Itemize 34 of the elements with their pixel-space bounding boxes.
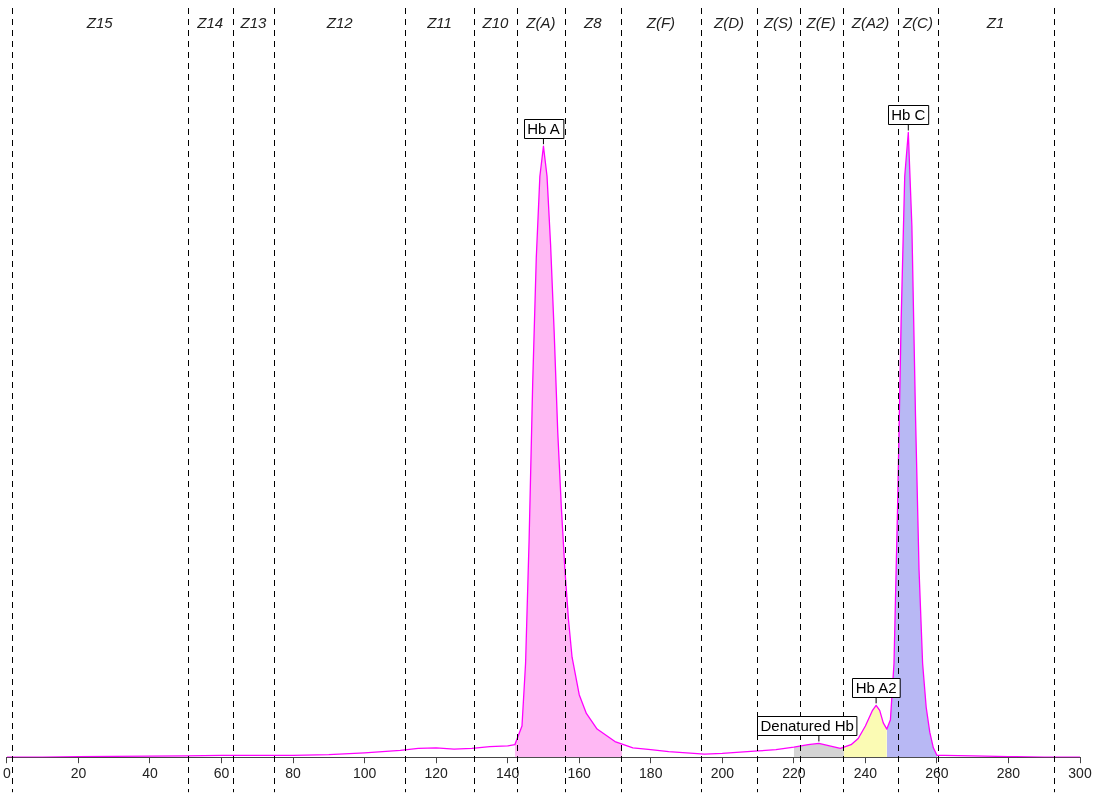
text: Z13 bbox=[239, 14, 268, 32]
annotation: Denatured Hb bbox=[760, 717, 854, 735]
x-tick-label: 20 bbox=[70, 765, 87, 782]
x-tick-label: 260 bbox=[925, 765, 949, 782]
x-tick-label: 60 bbox=[213, 765, 230, 782]
x-tick-label: 200 bbox=[710, 765, 735, 782]
text: Z8 bbox=[583, 14, 603, 32]
text: Z12 bbox=[325, 14, 354, 32]
text: Z15 bbox=[85, 14, 114, 32]
text: Z10 bbox=[481, 14, 510, 32]
x-tick-label: 80 bbox=[285, 765, 302, 782]
x-tick-label: 240 bbox=[853, 765, 878, 782]
text: Z(A) bbox=[525, 14, 556, 32]
x-tick-label: 280 bbox=[996, 765, 1021, 782]
x-tick-label: 300 bbox=[1068, 765, 1092, 782]
text: Z(C) bbox=[901, 14, 933, 32]
text: Z1 bbox=[985, 14, 1005, 32]
x-tick-label: 220 bbox=[782, 765, 806, 782]
x-tick-label: 180 bbox=[639, 765, 663, 782]
text: Z14 bbox=[196, 14, 224, 32]
text: Z(A2) bbox=[850, 14, 890, 32]
text: Z(F) bbox=[645, 14, 676, 32]
annotation: Hb C bbox=[891, 106, 926, 124]
x-tick-label: 100 bbox=[352, 765, 377, 782]
text: Z(E) bbox=[805, 14, 836, 32]
annotation: Hb A2 bbox=[855, 678, 897, 696]
text: Z11 bbox=[426, 14, 452, 32]
x-tick-label: 0 bbox=[2, 765, 11, 782]
x-tick-label: 160 bbox=[567, 765, 592, 782]
annotation: Hb A bbox=[527, 119, 560, 137]
x-tick-label: 120 bbox=[424, 765, 449, 782]
text: Z(S) bbox=[762, 14, 794, 32]
x-tick-label: 40 bbox=[142, 765, 158, 782]
text: Z(D) bbox=[713, 14, 745, 32]
